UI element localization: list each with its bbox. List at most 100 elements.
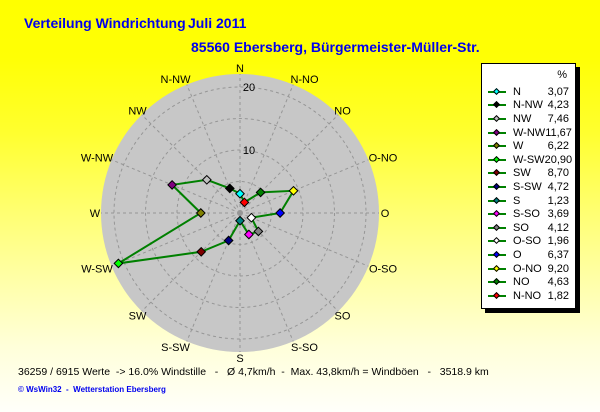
legend-item-N: N 3,07 (482, 85, 575, 99)
direction-label-S-SO: S-SO (291, 342, 318, 354)
data-point-W-NW (167, 179, 178, 190)
direction-label-N-NO: N-NO (290, 74, 319, 86)
legend-direction-label: NO (513, 276, 530, 289)
status-summary: 36259 / 6915 Werte -> 16.0% Windstille -… (18, 366, 489, 378)
legend-direction-label: N-NW (513, 99, 543, 112)
legend-percent-value: 20,90 (544, 153, 573, 166)
legend-percent-value: 4,63 (547, 276, 569, 289)
legend-direction-label: W (513, 140, 524, 153)
series-marker-icon (488, 264, 506, 274)
legend-item-S-SW: S-SW 4,72 (482, 180, 575, 194)
credit-line: © WsWin32 - Wetterstation Ebersberg (18, 385, 166, 394)
data-point-W (195, 208, 206, 218)
grid-ring-20 (113, 86, 367, 340)
legend-direction-label: O-NO (513, 262, 542, 275)
direction-label-W-NW: W-NW (81, 153, 114, 165)
legend-direction-label: SW (513, 167, 531, 180)
legend-item-O-SO: O-SO 1,96 (482, 235, 575, 249)
direction-label-O-SO: O-SO (369, 264, 398, 276)
grid-spoke-N-NO (239, 84, 294, 214)
direction-label-W: W (90, 208, 101, 220)
data-point-O-NO (288, 185, 299, 196)
data-point-W-SW (113, 258, 124, 269)
grid-spoke-N-NW (186, 84, 241, 214)
series-marker-icon (488, 141, 506, 151)
series-marker-icon (488, 182, 506, 192)
legend-direction-label: NW (513, 112, 532, 125)
data-point-S-SO (243, 229, 254, 240)
legend-item-SW: SW 8,70 (482, 167, 575, 181)
legend-direction-label: S-SW (513, 180, 542, 193)
series-marker-icon (488, 128, 506, 138)
direction-label-N: N (236, 63, 244, 75)
radial-tick-label-10: 10 (243, 145, 255, 157)
legend-item-NO: NO 4,63 (482, 275, 575, 289)
direction-label-N-NW: N-NW (161, 74, 192, 86)
series-marker-icon (488, 196, 506, 206)
direction-label-NW: NW (128, 106, 147, 118)
legend-percent-value: 3,07 (547, 85, 569, 98)
grid-spoke-O-NO (239, 159, 369, 214)
series-marker-icon (488, 114, 506, 124)
legend-percent-value: 6,37 (547, 248, 569, 261)
legend-direction-label: N-NO (513, 289, 542, 302)
series-marker-icon (488, 100, 506, 110)
legend-item-S: S 1,23 (482, 194, 575, 208)
legend-item-N-NW: N-NW 4,23 (482, 99, 575, 113)
legend-percent-value: 4,23 (547, 99, 569, 112)
direction-label-SO: SO (335, 311, 351, 323)
direction-label-SW: SW (129, 311, 147, 323)
legend-percent-value: 9,20 (547, 262, 569, 275)
legend-item-O: O 6,37 (482, 248, 575, 262)
legend-direction-label: S (513, 194, 521, 207)
series-marker-icon (488, 236, 506, 246)
grid-spoke-NO (239, 114, 339, 214)
chart-period: Juli 2011 (188, 15, 247, 31)
legend-direction-label: W-SW (513, 153, 545, 166)
direction-label-O: O (381, 208, 390, 220)
legend-item-SO: SO 4,12 (482, 221, 575, 235)
grid-ring-15 (145, 118, 335, 308)
series-marker-icon (488, 223, 506, 233)
legend-percent-value: 1,82 (547, 289, 569, 302)
data-point-N-NO (239, 197, 250, 208)
series-marker-icon (488, 291, 506, 301)
legend-unit-header: % (557, 69, 567, 81)
grid-ring-5 (208, 181, 272, 245)
data-point-NO (255, 187, 266, 198)
radial-tick-label-20: 20 (243, 82, 255, 94)
legend-item-W-NW: W-NW 11,67 (482, 126, 575, 140)
legend-item-N-NO: N-NO 1,82 (482, 289, 575, 303)
legend-percent-value: 1,96 (547, 235, 569, 248)
legend-direction-label: SO (513, 221, 529, 234)
grid-spoke-NW (141, 114, 241, 214)
grid-spoke-W-NW (111, 159, 241, 214)
direction-label-NO: NO (334, 106, 351, 118)
legend-percent-value: 3,69 (547, 208, 569, 221)
direction-label-S-SW: S-SW (161, 342, 190, 354)
legend-item-S-SO: S-SO 3,69 (482, 207, 575, 221)
grid-spoke-SO (239, 212, 339, 312)
data-point-N-NW (224, 183, 235, 194)
grid-spoke-O-SO (239, 212, 369, 267)
legend-direction-label: S-SO (513, 208, 540, 221)
legend-direction-label: O-SO (513, 235, 542, 248)
legend-percent-value: 6,22 (547, 140, 569, 153)
chart-title: Verteilung Windrichtung (24, 15, 186, 31)
series-marker-icon (488, 277, 506, 287)
data-point-NW (201, 174, 212, 185)
station-subtitle: 85560 Ebersberg, Bürgermeister-Müller-St… (191, 39, 480, 55)
legend-percent-value: 7,46 (547, 112, 569, 125)
legend-percent-value: 1,23 (547, 194, 569, 207)
data-point-N (235, 188, 245, 199)
legend-item-O-NO: O-NO 9,20 (482, 262, 575, 276)
legend-direction-label: W-NW (513, 126, 546, 139)
data-point-O-SO (246, 212, 257, 223)
legend-direction-label: N (513, 85, 521, 98)
series-marker-icon (488, 250, 506, 260)
grid-spoke-S-SW (186, 212, 241, 342)
legend: % N 3,07 N-NW 4,23 NW 7,46 W-NW 11,67 W 6,22 W-SW 2… (481, 63, 576, 309)
legend-rows: N 3,07 N-NW 4,23 NW 7,46 W-NW 11,67 W 6,22 W-SW 20,… (482, 85, 575, 303)
